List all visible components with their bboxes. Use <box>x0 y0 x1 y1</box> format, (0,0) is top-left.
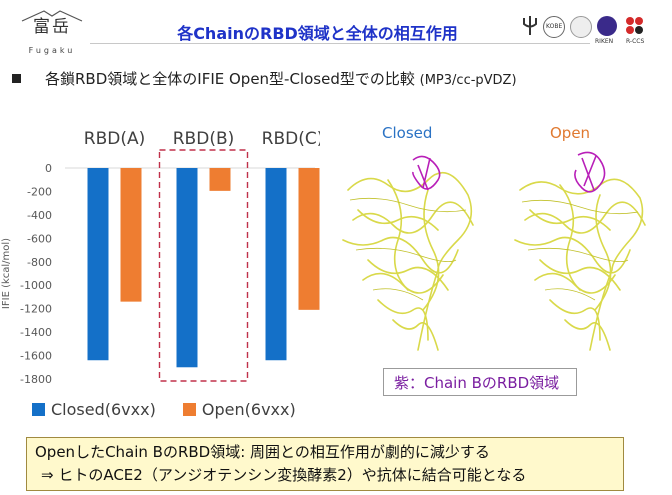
slide-title: 各ChainのRBD領域と全体の相互作用 <box>177 24 458 43</box>
conclusion-line-2: ⇒ ヒトのACE2（アンジオテンシン変換酵素2）や抗体に結合可能となる <box>41 466 527 484</box>
open-spike-protein-image <box>514 151 646 351</box>
y-axis-label: IFIE (kcal/mol) <box>1 238 12 309</box>
university-seal-logo <box>570 16 592 38</box>
conclusion-box: OpenしたChain BのRBD領域: 周囲との相互作用が劇的に減少する ⇒ … <box>26 437 624 491</box>
subtitle: 各鎖RBD領域と全体のIFIE Open型-Closed型での比較 (MP3/c… <box>45 68 517 89</box>
y-tick-label: -600 <box>27 232 52 245</box>
conclusion-line-1: OpenしたChain BのRBD領域: 周囲との相互作用が劇的に減少する <box>35 443 490 461</box>
bar-open <box>298 168 320 310</box>
sponsor-logos: KOBE RIKEN R-CCS <box>520 14 666 45</box>
legend-swatch-open <box>182 403 196 416</box>
y-tick-label: -800 <box>27 256 52 269</box>
logo-romaji: Fugaku <box>28 46 76 55</box>
rccs-logo-text: R-CCS <box>626 38 645 45</box>
bar-closed <box>87 168 109 361</box>
category-label: RBD(A) <box>84 129 145 149</box>
legend-label-closed: Closed(6vxx) <box>51 400 156 419</box>
legend-item-closed: Closed(6vxx) <box>32 400 156 419</box>
chart-legend: Closed(6vxx) Open(6vxx) <box>32 400 318 419</box>
bar-open <box>120 168 142 302</box>
subtitle-method: (MP3/cc-pVDZ) <box>419 73 517 88</box>
trident-icon <box>523 16 537 35</box>
y-tick-label: -1800 <box>20 373 52 386</box>
rccs-dots-icon <box>626 17 643 34</box>
legend-swatch-closed <box>32 403 45 416</box>
highlight-box <box>158 149 249 382</box>
subtitle-main: 各鎖RBD領域と全体のIFIE Open型-Closed型での比較 <box>45 70 415 88</box>
rbd-note-box: 紫：Chain BのRBD領域 <box>383 368 577 396</box>
y-tick-label: -1000 <box>20 279 52 292</box>
y-tick-label: -1400 <box>20 326 52 339</box>
bar-closed <box>176 168 198 368</box>
kobe-univ-logo <box>543 16 565 38</box>
legend-item-open: Open(6vxx) <box>182 400 296 419</box>
y-tick-label: 0 <box>45 162 52 175</box>
open-structure-label: Open <box>550 124 591 142</box>
y-tick-label: -200 <box>27 185 52 198</box>
bullet-icon <box>12 74 21 83</box>
riken-logo <box>597 16 617 36</box>
logo-kanji: 富岳 <box>33 17 71 37</box>
kobe-logo-text: KOBE <box>546 23 563 30</box>
bar-closed <box>265 168 287 361</box>
y-tick-label: -400 <box>27 209 52 222</box>
legend-label-open: Open(6vxx) <box>201 400 296 419</box>
ifie-bar-chart: 0 -200 -400 -600 -800 -1000 -1200 -1400 -1600 -18… <box>1 129 320 386</box>
title-divider <box>90 43 590 44</box>
riken-logo-text: RIKEN <box>595 38 614 45</box>
closed-spike-protein-image <box>342 155 474 351</box>
category-label: RBD(C) <box>262 129 320 149</box>
closed-structure-label: Closed <box>382 124 433 142</box>
mountain-icon <box>21 10 83 22</box>
fugaku-logo: 富岳 Fugaku <box>18 8 86 56</box>
y-tick-label: -1600 <box>20 350 52 363</box>
bar-open <box>209 168 231 191</box>
y-tick-label: -1200 <box>20 303 52 316</box>
category-label: RBD(B) <box>173 129 235 149</box>
